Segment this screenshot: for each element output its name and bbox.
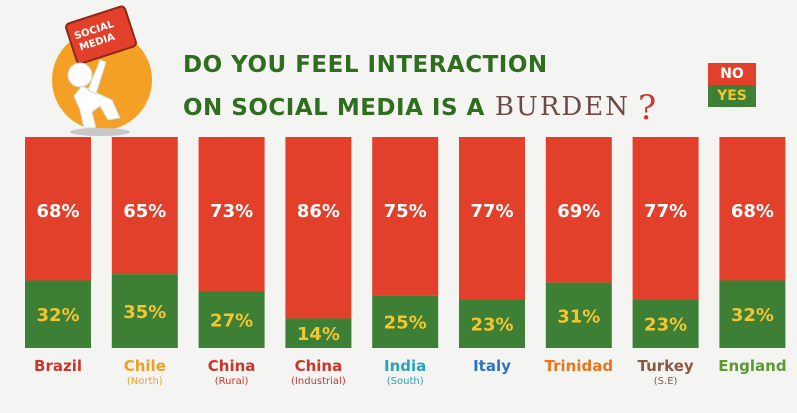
mascot-illustration: SOCIAL MEDIA: [52, 5, 152, 136]
category-name: China: [207, 357, 256, 375]
bar-yes: [198, 291, 265, 348]
category-label: Chile (North): [100, 357, 190, 389]
category-label: Trinidad: [534, 357, 624, 375]
bar-no: [545, 137, 612, 283]
value-label-no: 68%: [731, 201, 774, 222]
question-mark-icon: ?: [637, 88, 657, 128]
chart-title-line2: ON SOCIAL MEDIA IS A BURDEN?: [183, 84, 657, 128]
value-label-yes: 14%: [297, 324, 340, 345]
value-label-yes: 35%: [123, 302, 166, 323]
bar-yes: [372, 295, 439, 348]
bar-no: [198, 137, 265, 292]
category-name: Chile: [123, 357, 166, 375]
value-label-yes: 23%: [644, 315, 687, 336]
value-label-yes: 23%: [470, 315, 513, 336]
mascot-body: [73, 85, 121, 129]
category-subtitle: (Industrial): [291, 376, 346, 387]
category-label: Brazil: [13, 357, 103, 375]
bar-yes: [111, 274, 178, 348]
category-label: Turkey (S.E): [621, 357, 711, 389]
bar-no: [372, 137, 439, 296]
category-label: India (South): [360, 357, 450, 389]
chart-title-line1: DO YOU FEEL INTERACTION: [183, 52, 548, 78]
bar-no: [719, 137, 786, 281]
category-subtitle: (South): [386, 376, 424, 387]
bar-no: [111, 137, 178, 275]
category-name: Turkey: [637, 357, 694, 375]
value-label-no: 65%: [123, 201, 166, 222]
mascot-arm: [87, 59, 107, 95]
value-label-yes: 25%: [384, 313, 427, 334]
bar-group: 68% 32% 65% 35% 73% 27% 86% 14% 75% 25% 77% 23% 69% 3…: [25, 137, 786, 348]
bar-no: [25, 137, 91, 281]
value-label-no: 69%: [557, 201, 600, 222]
legend-no: NO: [708, 63, 756, 85]
value-label-no: 73%: [210, 201, 253, 222]
sign-board: [65, 5, 137, 65]
category-name: England: [718, 357, 787, 375]
value-label-yes: 32%: [731, 305, 774, 326]
category-name: Trinidad: [544, 357, 614, 375]
value-label-no: 68%: [36, 201, 79, 222]
category-label: England: [707, 357, 797, 375]
category-name: Italy: [473, 357, 511, 375]
category-subtitle: (S.E): [653, 376, 678, 387]
category-label: China (Industrial): [273, 357, 363, 389]
value-label-no: 77%: [470, 201, 513, 222]
value-label-yes: 27%: [210, 311, 253, 332]
category-name: China: [294, 357, 343, 375]
bar-yes: [719, 280, 786, 348]
value-label-yes: 32%: [36, 305, 79, 326]
category-subtitle: (Rural): [214, 376, 249, 387]
bar-yes: [25, 280, 91, 348]
chart-title-burden-word: BURDEN: [494, 92, 630, 122]
category-name: India: [384, 357, 427, 375]
bar-yes: [632, 299, 699, 348]
category-name: Brazil: [34, 357, 82, 375]
category-subtitle: (North): [126, 376, 163, 387]
value-label-yes: 31%: [557, 306, 600, 327]
bar-no: [459, 137, 525, 300]
chart-title-line2-text: ON SOCIAL MEDIA IS A: [183, 95, 485, 121]
bar-yes: [459, 299, 525, 348]
category-label: Italy: [447, 357, 537, 375]
bar-no: [632, 137, 699, 300]
value-label-no: 77%: [644, 201, 687, 222]
bar-yes: [545, 282, 612, 348]
mascot-shadow: [70, 128, 130, 136]
legend-yes: YES: [708, 85, 756, 107]
bar-yes: [285, 318, 352, 348]
value-label-no: 75%: [384, 201, 427, 222]
mascot-head: [67, 62, 93, 88]
value-label-no: 86%: [297, 201, 340, 222]
bar-no: [285, 137, 352, 319]
category-label: China (Rural): [187, 357, 277, 389]
